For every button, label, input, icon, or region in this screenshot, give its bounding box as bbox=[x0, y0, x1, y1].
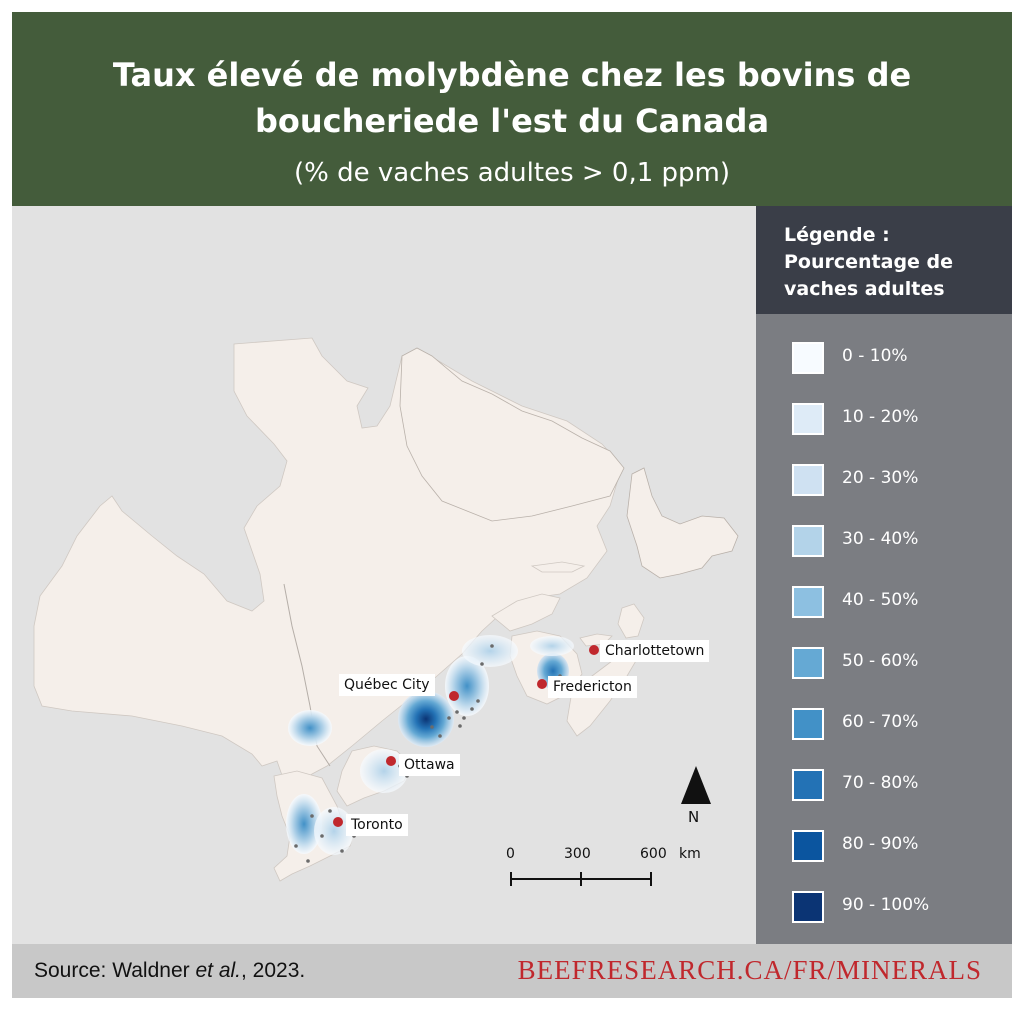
title-line-1: Taux élevé de molybdène chez les bovins … bbox=[112, 56, 912, 94]
legend-swatch bbox=[792, 830, 824, 862]
north-arrow-label: N bbox=[688, 808, 700, 826]
legend-item: 40 - 50% bbox=[792, 584, 992, 624]
legend-panel: Légende : Pourcentage de vaches adultes … bbox=[756, 206, 1012, 944]
legend-label: 30 - 40% bbox=[842, 529, 919, 549]
legend-swatch bbox=[792, 464, 824, 496]
legend-swatch bbox=[792, 891, 824, 923]
website-link[interactable]: BEEFRESEARCH.CA/FR/MINERALS bbox=[517, 955, 982, 985]
legend-item: 90 - 100% bbox=[792, 889, 992, 929]
legend-title: Légende : Pourcentage de vaches adultes bbox=[784, 224, 954, 300]
scale-bar bbox=[510, 872, 652, 886]
source-suffix: , 2023. bbox=[241, 959, 306, 982]
province-border bbox=[283, 583, 331, 767]
north-arrow-icon bbox=[681, 766, 711, 804]
legend-item: 0 - 10% bbox=[792, 340, 992, 380]
labrador bbox=[399, 347, 625, 522]
legend-item: 10 - 20% bbox=[792, 401, 992, 441]
heat-zone-quebec-west bbox=[398, 691, 454, 747]
source-prefix: Source: Waldner bbox=[34, 959, 196, 982]
title-line-2: boucheriede l'est du Canada bbox=[254, 102, 770, 140]
legend-swatch bbox=[792, 647, 824, 679]
header-banner: Taux élevé de molybdène chez les bovins … bbox=[12, 12, 1012, 206]
city-label-ottawa: Ottawa bbox=[399, 754, 460, 776]
footer-bar: Source: Waldner et al., 2023. BEEFRESEAR… bbox=[12, 944, 1012, 998]
legend-label: 0 - 10% bbox=[842, 346, 908, 366]
legend-item: 30 - 40% bbox=[792, 523, 992, 563]
legend-header: Légende : Pourcentage de vaches adultes bbox=[756, 206, 1012, 314]
city-label-charlottetown: Charlottetown bbox=[600, 640, 710, 662]
legend-label: 40 - 50% bbox=[842, 590, 919, 610]
source-italic: et al. bbox=[195, 959, 241, 982]
city-label-fredericton: Fredericton bbox=[548, 676, 637, 698]
legend-label: 70 - 80% bbox=[842, 773, 919, 793]
legend-item: 60 - 70% bbox=[792, 706, 992, 746]
map-panel: Québec City Charlottetown Fredericton Ot… bbox=[12, 206, 756, 944]
legend-item: 50 - 60% bbox=[792, 645, 992, 685]
legend-item: 80 - 90% bbox=[792, 828, 992, 868]
legend-swatch bbox=[792, 708, 824, 740]
map-title: Taux élevé de molybdène chez les bovins … bbox=[12, 52, 1012, 144]
legend-label: 10 - 20% bbox=[842, 407, 919, 427]
scale-unit: km bbox=[679, 846, 701, 862]
city-marker-charlottetown bbox=[589, 645, 599, 655]
legend-swatch bbox=[792, 525, 824, 557]
legend-item: 20 - 30% bbox=[792, 462, 992, 502]
anticosti-island bbox=[530, 561, 586, 573]
city-label-toronto: Toronto bbox=[346, 814, 408, 836]
scale-tick-0: 0 bbox=[506, 846, 515, 862]
newfoundland bbox=[626, 467, 739, 579]
city-label-quebec: Québec City bbox=[339, 674, 435, 696]
legend-swatch bbox=[792, 586, 824, 618]
city-marker-ottawa bbox=[386, 756, 396, 766]
map-subtitle: (% de vaches adultes > 0,1 ppm) bbox=[293, 158, 731, 188]
heat-zone-north-shore bbox=[530, 636, 574, 656]
heat-zone-ottawa bbox=[360, 749, 408, 793]
gaspe-peninsula bbox=[491, 593, 561, 632]
legend-label: 80 - 90% bbox=[842, 834, 919, 854]
source-citation: Source: Waldner et al., 2023. bbox=[34, 959, 305, 983]
heat-zone-st-lawrence bbox=[462, 635, 518, 667]
legend-swatch bbox=[792, 342, 824, 374]
scale-tick-600: 600 bbox=[640, 846, 667, 862]
legend-label: 60 - 70% bbox=[842, 712, 919, 732]
heat-zone-lac-st-jean bbox=[288, 710, 332, 746]
legend-swatch bbox=[792, 769, 824, 801]
legend-label: 90 - 100% bbox=[842, 895, 930, 915]
heat-zone-toronto-west bbox=[286, 794, 322, 854]
scale-tick-300: 300 bbox=[564, 846, 591, 862]
legend-label: 20 - 30% bbox=[842, 468, 919, 488]
cape-breton bbox=[617, 603, 645, 639]
legend-label: 50 - 60% bbox=[842, 651, 919, 671]
legend-item: 70 - 80% bbox=[792, 767, 992, 807]
city-marker-fredericton bbox=[537, 679, 547, 689]
city-marker-quebec bbox=[449, 691, 459, 701]
heat-zone-toronto bbox=[314, 807, 354, 855]
city-marker-toronto bbox=[333, 817, 343, 827]
legend-swatch bbox=[792, 403, 824, 435]
